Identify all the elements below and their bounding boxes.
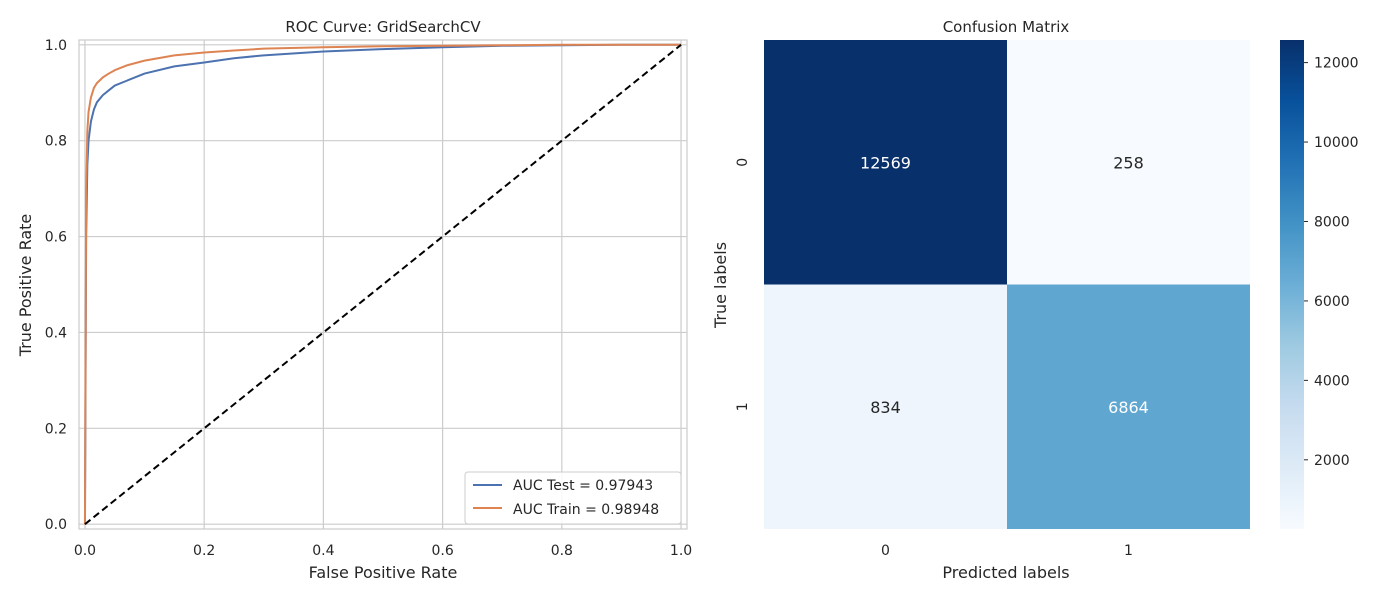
cm-colorbar [1280,40,1304,529]
cm-colorbar-tick-label: 10000 [1314,135,1359,151]
legend-label-train: AUC Train = 0.98948 [513,502,659,518]
roc-x-tick-label: 0.0 [74,543,96,559]
roc-diagonal-line [84,44,682,525]
confusion-matrix-chart: Confusion Matrix 12569 258 834 6864 0 1 0 1 Pr… [711,18,1359,582]
cm-cell-value-1-1: 6864 [1108,398,1149,417]
roc-x-tick-label: 0.6 [431,543,453,559]
roc-x-label: False Positive Rate [309,563,458,582]
roc-x-ticks: 0.0 0.2 0.4 0.6 0.8 1.0 [74,543,692,559]
cm-colorbar-tick-label: 4000 [1314,373,1350,389]
cm-cells: 12569 258 834 6864 [764,40,1250,529]
cm-y-tick-label: 0 [735,158,751,167]
roc-lines [83,43,682,525]
roc-frame [78,39,688,530]
roc-y-tick-label: 0.0 [45,517,67,533]
roc-y-tick-label: 0.2 [45,421,67,437]
cm-x-label: Predicted labels [942,563,1069,582]
roc-x-tick-label: 0.8 [551,543,573,559]
legend-box [464,471,682,525]
roc-grid [79,40,687,529]
cm-cell-0-1 [1007,40,1250,285]
cm-colorbar-ticks: 2000 4000 6000 8000 10000 12000 [1304,56,1359,469]
roc-y-tick-label: 1.0 [45,38,67,54]
cm-cell-1-0 [764,284,1007,529]
roc-y-label: True Positive Rate [16,214,35,358]
cm-colorbar-tick-label: 2000 [1314,453,1350,469]
cm-cell-1-1 [1007,284,1250,529]
cm-cell-value-0-1: 258 [1113,153,1144,172]
roc-y-tick-label: 0.4 [45,325,67,341]
cm-colorbar-tick-label: 6000 [1314,294,1350,310]
cm-title: Confusion Matrix [943,18,1070,36]
roc-legend: AUC Test = 0.97943 AUC Train = 0.98948 [464,471,682,525]
cm-colorbar-tick-label: 12000 [1314,56,1359,72]
cm-y-tick-label: 1 [735,402,751,411]
cm-x-tick-label: 0 [881,543,890,559]
cm-x-tick-label: 1 [1124,543,1133,559]
roc-y-tick-label: 0.6 [45,230,67,246]
legend-label-test: AUC Test = 0.97943 [513,478,653,494]
roc-x-tick-label: 0.2 [193,543,215,559]
cm-y-label: True labels [711,242,730,329]
roc-x-tick-label: 0.4 [312,543,334,559]
cm-ticks: 0 1 0 1 [735,158,1133,559]
cm-cell-value-0-0: 12569 [860,153,911,172]
cm-colorbar-tick-label: 8000 [1314,214,1350,230]
roc-title: ROC Curve: GridSearchCV [285,18,481,36]
roc-chart: ROC Curve: GridSearchCV 0.0 0.2 0.4 0.6 0.8 1… [16,18,692,582]
roc-y-tick-label: 0.8 [45,134,67,150]
roc-x-tick-label: 1.0 [670,543,692,559]
cm-cell-0-0 [764,40,1007,285]
roc-y-ticks: 0.0 0.2 0.4 0.6 0.8 1.0 [45,38,67,533]
cm-cell-value-1-0: 834 [870,398,901,417]
roc-line-train [83,43,682,525]
roc-line-test [83,43,682,525]
